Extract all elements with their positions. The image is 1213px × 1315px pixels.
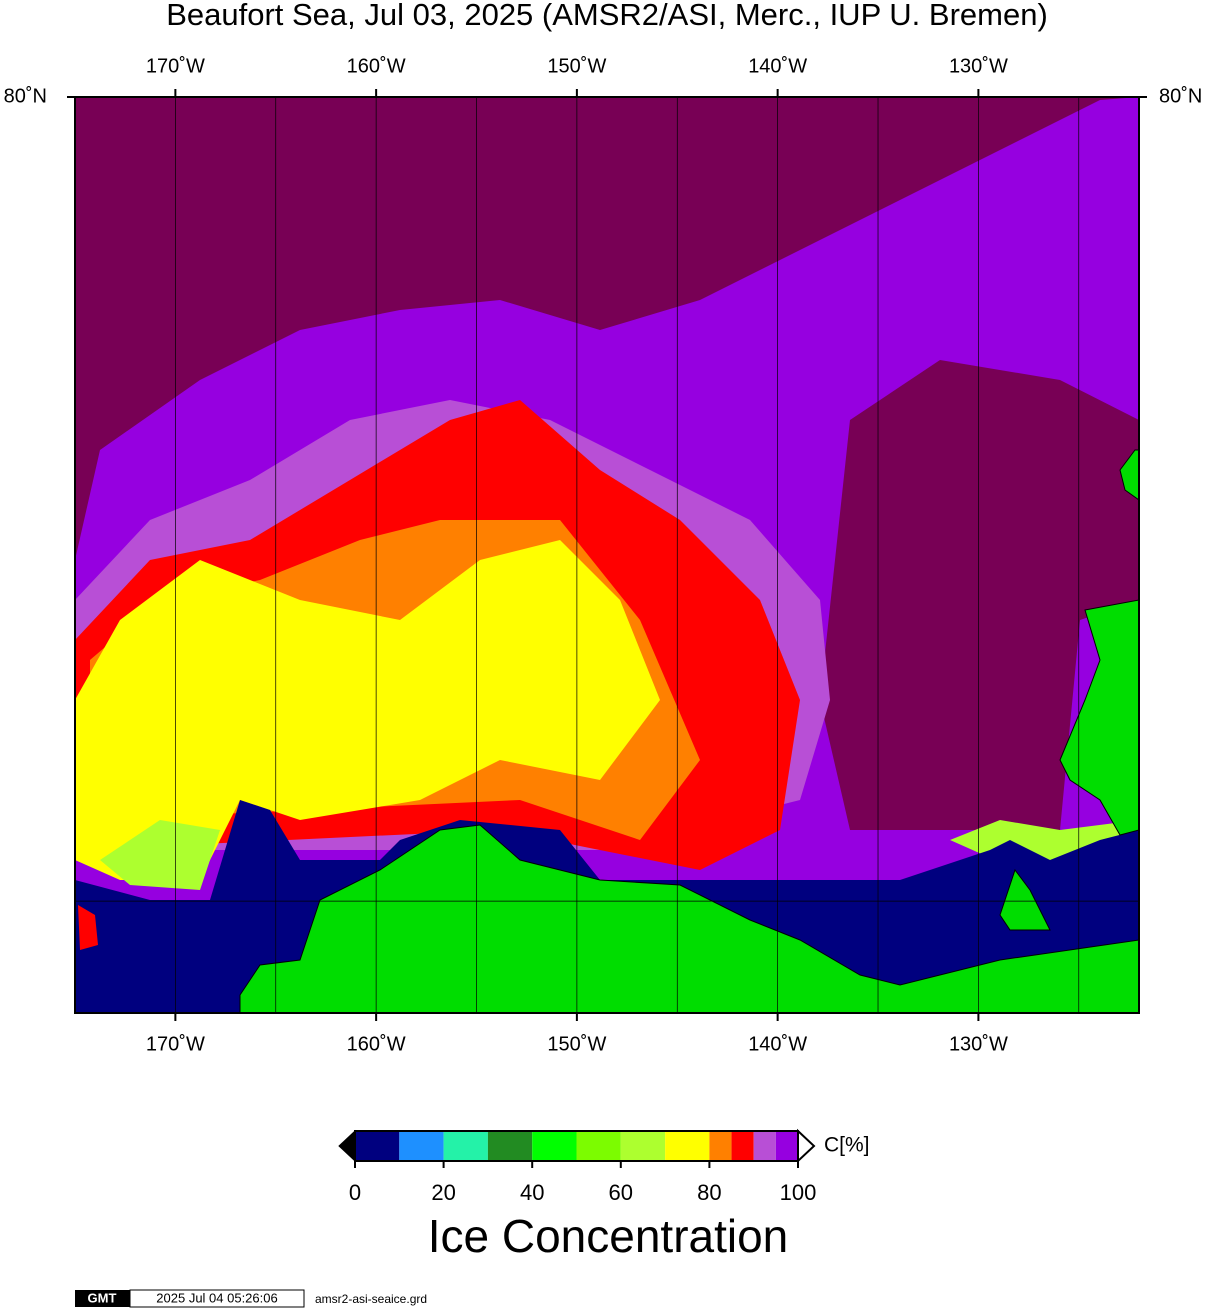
colorbar-segment <box>709 1131 732 1161</box>
y-tick-label: 80˚N <box>4 85 47 107</box>
colorbar-segment <box>487 1131 533 1161</box>
y-tick-label: 80˚N <box>1159 85 1202 107</box>
ice-patch <box>78 905 98 950</box>
ice-region-70 <box>75 540 660 880</box>
map-frame <box>74 96 1140 1014</box>
colorbar-unit: C[%] <box>824 1134 870 1157</box>
x-tick-label: 150˚W <box>547 55 606 77</box>
below-range-triangle <box>338 1129 356 1163</box>
logo: GMT <box>88 1290 117 1305</box>
colorbar-tick-label: 20 <box>431 1180 455 1205</box>
alaska-land <box>239 824 1139 1013</box>
above-range-triangle <box>797 1128 816 1164</box>
file-name: amsr2-asi-seaice.grd <box>315 1292 427 1306</box>
x-tick-label: 140˚W <box>748 55 807 77</box>
colorbar-segment <box>665 1131 710 1161</box>
colorbar-segment <box>443 1131 488 1161</box>
colorbar-tick-label: 0 <box>349 1180 361 1205</box>
x-tick-label: 170˚W <box>146 55 205 77</box>
colorbar-segment <box>399 1131 444 1161</box>
colorbar-segment <box>775 1131 798 1161</box>
colorbar-segment <box>532 1131 577 1161</box>
colorbar-frame <box>354 1130 799 1162</box>
colorbar-segment <box>731 1131 754 1161</box>
x-tick-label: 150˚W <box>547 1033 606 1055</box>
canada-coast <box>999 868 1051 931</box>
ice-region-60 <box>100 820 220 890</box>
map-title: Beaufort Sea, Jul 03, 2025 (AMSR2/ASI, M… <box>166 0 1048 32</box>
x-tick-label: 130˚W <box>949 55 1008 77</box>
low-ice-region <box>820 360 1139 830</box>
ice-map <box>75 97 1139 1013</box>
colorbar-tick-label: 40 <box>520 1180 544 1205</box>
x-tick-label: 160˚W <box>347 55 406 77</box>
colorbar-label: Ice Concentration <box>428 1210 789 1262</box>
colorbar-segment <box>355 1131 400 1161</box>
colorbar-segment <box>576 1131 621 1161</box>
banks-island <box>1119 449 1139 501</box>
logo-box <box>75 1290 130 1307</box>
x-tick-label: 160˚W <box>347 1033 406 1055</box>
timestamp: 2025 Jul 04 05:26:06 <box>156 1290 277 1305</box>
x-tick-label: 130˚W <box>949 1033 1008 1055</box>
x-tick-label: 170˚W <box>146 1033 205 1055</box>
colorbar-segment <box>753 1131 776 1161</box>
colorbar-tick-label: 100 <box>780 1180 817 1205</box>
colorbar-segment <box>620 1131 666 1161</box>
colorbar-tick-label: 80 <box>697 1180 721 1205</box>
timestamp-box <box>129 1289 305 1308</box>
colorbar-tick-label: 60 <box>609 1180 633 1205</box>
x-tick-label: 140˚W <box>748 1033 807 1055</box>
canada-land <box>1059 599 1139 836</box>
